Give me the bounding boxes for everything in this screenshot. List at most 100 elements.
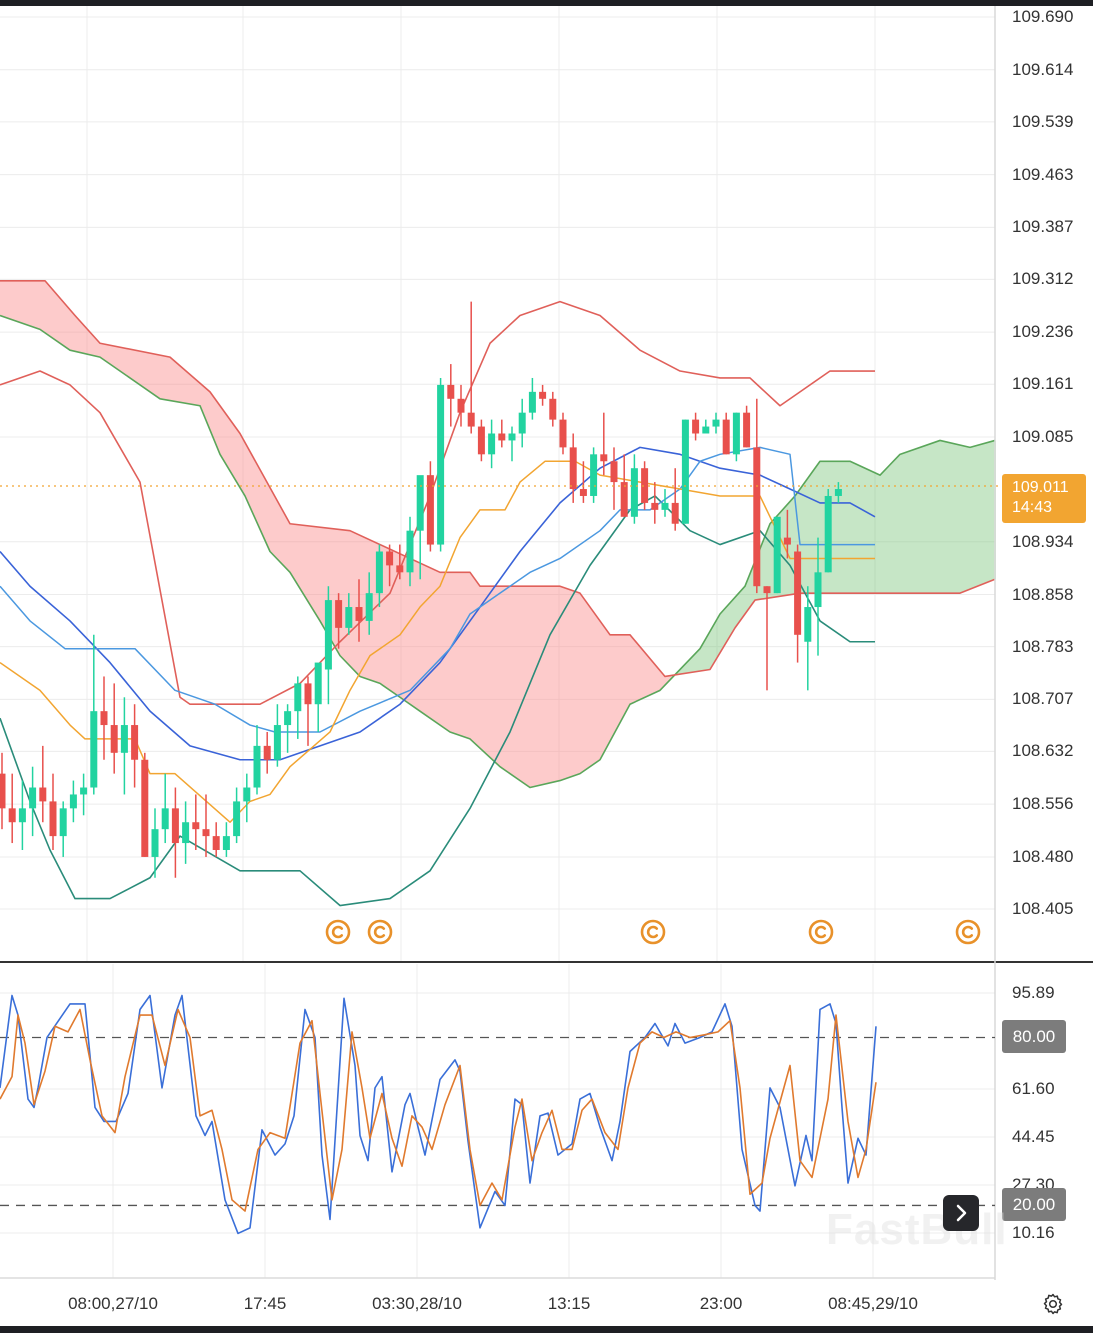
- ichimoku-cloud-segment: [206, 388, 208, 426]
- ichimoku-cloud-segment: [788, 501, 790, 596]
- ichimoku-cloud-segment: [550, 586, 552, 783]
- candle-body: [304, 683, 312, 705]
- ichimoku-cloud-segment: [704, 638, 706, 671]
- candle-body: [396, 565, 404, 573]
- ichimoku-cloud-segment: [854, 463, 856, 594]
- candle-body: [375, 551, 383, 594]
- ichimoku-cloud-segment: [486, 586, 488, 756]
- ichimoku-cloud-segment: [724, 607, 726, 647]
- ichimoku-cloud-segment: [488, 586, 490, 758]
- ichimoku-cloud-segment: [730, 600, 732, 637]
- candle-body: [131, 725, 139, 760]
- ichimoku-cloud-segment: [790, 499, 792, 595]
- ichimoku-cloud-segment: [210, 391, 212, 435]
- stoch-axis-label: 44.45: [1012, 1127, 1055, 1146]
- gear-icon[interactable]: [1041, 1292, 1065, 1316]
- ichimoku-cloud-segment: [136, 350, 138, 384]
- candle-body: [579, 489, 587, 496]
- time-axis-label: 03:30,28/10: [372, 1294, 462, 1313]
- ichimoku-cloud-segment: [564, 587, 566, 780]
- ichimoku-cloud-segment: [288, 520, 290, 573]
- ichimoku-cloud-segment: [476, 580, 478, 747]
- ichimoku-cloud-segment: [30, 280, 32, 327]
- ichimoku-cloud-segment: [304, 525, 306, 599]
- ichimoku-cloud-segment: [144, 351, 146, 390]
- ichimoku-cloud-segment: [400, 553, 402, 699]
- ichimoku-cloud-segment: [952, 443, 954, 594]
- candle-body: [324, 600, 332, 670]
- ichimoku-cloud-segment: [978, 444, 980, 587]
- time-axis-label: 08:45,29/10: [828, 1294, 918, 1313]
- candle-body: [834, 489, 842, 496]
- ichimoku-cloud-segment: [104, 344, 106, 362]
- ichimoku-cloud-segment: [866, 468, 868, 594]
- candle-body: [814, 572, 822, 608]
- price-axis-label: 109.614: [1012, 59, 1074, 79]
- ichimoku-cloud-segment: [558, 586, 560, 782]
- ichimoku-cloud-segment: [216, 400, 218, 450]
- price-axis-label: 109.236: [1012, 322, 1074, 342]
- ichimoku-cloud-segment: [482, 586, 484, 752]
- price-axis-label: 109.690: [1012, 7, 1074, 26]
- ichimoku-cloud-segment: [726, 605, 728, 643]
- copyright-c-icon[interactable]: [808, 919, 834, 945]
- ichimoku-cloud-segment: [428, 566, 430, 719]
- ichimoku-cloud-segment: [536, 586, 538, 787]
- price-axis-label: 108.480: [1012, 846, 1074, 866]
- ichimoku-cloud-segment: [74, 314, 76, 352]
- kijun-sen-line: [0, 446, 875, 733]
- senkou-span-a-line: [0, 314, 996, 789]
- ichimoku-cloud-segment: [992, 440, 994, 581]
- ichimoku-cloud-segment: [468, 572, 470, 739]
- ichimoku-cloud-segment: [596, 615, 598, 763]
- candle-body: [773, 516, 781, 594]
- ichimoku-cloud-segment: [890, 462, 892, 594]
- candle-body: [630, 468, 638, 517]
- ichimoku-cloud-segment: [124, 348, 126, 376]
- ichimoku-cloud-segment: [834, 461, 836, 594]
- candle-body: [161, 808, 169, 830]
- ichimoku-cloud-segment: [432, 568, 434, 721]
- ichimoku-cloud-segment: [2, 280, 4, 317]
- candle-body: [0, 773, 6, 809]
- window-bottom-bar: [0, 1326, 1093, 1333]
- copyright-c-icon[interactable]: [640, 919, 666, 945]
- copyright-c-icon[interactable]: [325, 919, 351, 945]
- ichimoku-cloud-segment: [874, 472, 876, 594]
- ichimoku-cloud-segment: [364, 537, 366, 679]
- ichimoku-cloud-segment: [642, 649, 644, 699]
- ichimoku-cloud-segment: [504, 586, 506, 771]
- ichimoku-cloud-segment: [802, 483, 804, 594]
- ichimoku-cloud-segment: [838, 461, 840, 594]
- candle-body: [671, 502, 679, 524]
- ichimoku-cloud-segment: [12, 280, 14, 321]
- ichimoku-cloud-segment: [560, 586, 562, 781]
- ichimoku-cloud-segment: [784, 505, 786, 596]
- ichimoku-cloud-segment: [542, 586, 544, 785]
- ichimoku-cloud-segment: [562, 586, 564, 780]
- ichimoku-cloud-segment: [512, 586, 514, 777]
- ichimoku-cloud-segment: [424, 564, 426, 716]
- ichimoku-cloud-segment: [298, 524, 300, 589]
- ichimoku-cloud-segment: [146, 352, 148, 391]
- candle-body: [477, 426, 485, 455]
- ichimoku-cloud-segment: [906, 451, 908, 594]
- ichimoku-cloud-segment: [878, 474, 880, 594]
- ichimoku-cloud-segment: [24, 280, 26, 325]
- copyright-c-icon[interactable]: [955, 919, 981, 945]
- ichimoku-cloud-segment: [196, 379, 198, 406]
- ichimoku-cloud-segment: [412, 559, 414, 707]
- ichimoku-cloud-segment: [480, 586, 482, 751]
- ichimoku-cloud-segment: [68, 307, 70, 351]
- ichimoku-cloud-segment: [420, 563, 422, 713]
- copyright-c-icon[interactable]: [367, 919, 393, 945]
- ichimoku-cloud-segment: [656, 665, 658, 693]
- ichimoku-cloud-segment: [622, 634, 624, 720]
- scroll-to-latest-button[interactable]: [943, 1195, 979, 1231]
- ichimoku-cloud-segment: [694, 652, 696, 672]
- ichimoku-cloud-segment: [250, 451, 252, 512]
- ichimoku-cloud-segment: [114, 346, 116, 369]
- ichimoku-cloud-segment: [770, 521, 772, 598]
- stoch-axis-label: 10.16: [1012, 1223, 1055, 1242]
